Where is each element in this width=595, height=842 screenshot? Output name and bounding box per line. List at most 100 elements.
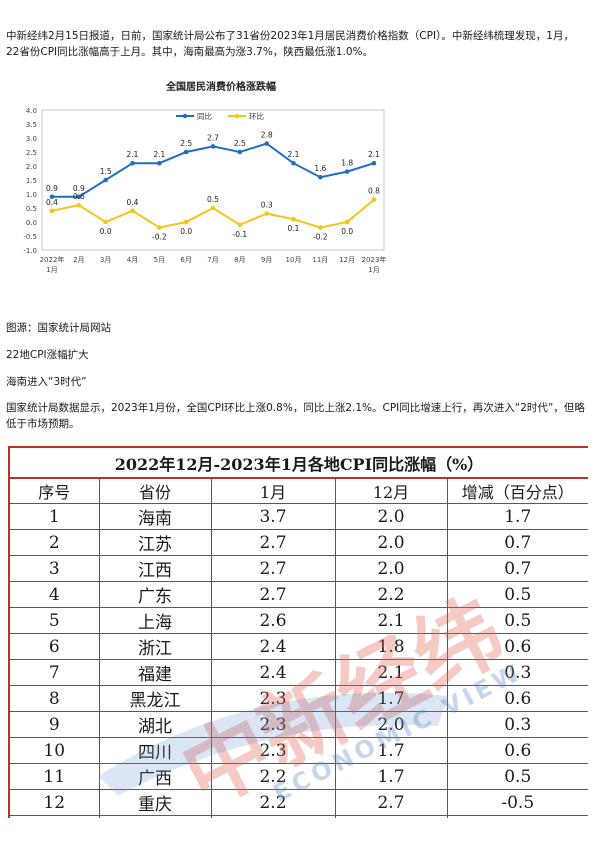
table-cell: 2.7 xyxy=(210,581,336,608)
table-row: 6 浙江 2.4 1.8 0.6 xyxy=(8,633,588,660)
table-row: 11 广西 2.2 1.7 0.5 xyxy=(8,763,588,790)
data-label: 1.6 xyxy=(314,164,326,173)
data-point xyxy=(49,208,55,214)
chart-legend: 同比 环比 xyxy=(176,111,264,121)
data-point xyxy=(210,205,216,211)
table-cell: 6 xyxy=(8,633,100,660)
data-point xyxy=(157,160,162,166)
table-cell: 2.2 xyxy=(210,815,336,818)
table-cell: 2.1 xyxy=(334,607,448,634)
table-cell: 0.3 xyxy=(446,659,588,686)
plot-frame xyxy=(41,109,385,251)
table-cell: 7 xyxy=(8,659,100,686)
data-label: 0.3 xyxy=(261,201,273,210)
data-label: 1.5 xyxy=(100,167,112,176)
x-tick-label: 9月 xyxy=(261,256,272,264)
legend-marker xyxy=(234,113,240,119)
section-heading-2: 海南进入“3时代” xyxy=(6,376,87,388)
table-cell: 广东 xyxy=(98,581,212,608)
table-cell: 2.3 xyxy=(210,737,336,764)
table-cell: 0.5 xyxy=(446,581,588,608)
table-header-cell: 序号 xyxy=(8,477,100,504)
section-heading-1: 22地CPI涨幅扩大 xyxy=(6,349,89,361)
table-cell: 2.6 xyxy=(210,607,336,634)
data-point xyxy=(103,219,108,225)
table-cell: 上海 xyxy=(98,607,212,634)
data-label: 0.6 xyxy=(73,192,85,201)
data-label: -0.2 xyxy=(152,233,167,242)
table-cell: 2.2 xyxy=(210,789,336,816)
data-point xyxy=(130,160,135,166)
table-cell: 3 xyxy=(8,555,100,582)
data-label: 0.9 xyxy=(73,184,85,193)
table-cell: 0.5 xyxy=(446,763,588,790)
data-point xyxy=(76,194,82,200)
table-header-cell: 1月 xyxy=(210,477,336,504)
table-cell: 0.6 xyxy=(446,685,588,712)
table-cell: 1.7 xyxy=(334,737,448,764)
table-cell: 浙江 xyxy=(98,633,212,660)
x-tick-label: 12月 xyxy=(339,256,355,264)
x-tick-label: 2月 xyxy=(73,256,84,264)
table-body: 1 海南 3.7 2.0 1.7 2 江苏 2.7 2.0 0.7 3 江西 2.7 2.0 0.7 4 广东 2… xyxy=(8,503,588,818)
table-cell: 甘肃 xyxy=(98,815,212,818)
table-cell: 0.7 xyxy=(446,529,588,556)
x-tick-label: 7月 xyxy=(207,256,218,264)
data-point xyxy=(291,160,296,166)
data-point xyxy=(371,197,377,202)
x-tick-label: 11月 xyxy=(312,256,328,264)
data-point xyxy=(49,194,55,200)
table-cell: 5 xyxy=(8,607,100,634)
x-tick-label: 5月 xyxy=(154,256,165,264)
data-label: 2.1 xyxy=(127,150,139,159)
table-cell: 2.3 xyxy=(210,711,336,738)
data-point xyxy=(103,177,108,183)
table-cell: 1.7 xyxy=(446,503,588,530)
table-cell: 江苏 xyxy=(98,529,212,556)
x-tick-label: 3月 xyxy=(100,256,111,264)
y-tick-label: 4.0 xyxy=(26,107,37,115)
data-label: 2.8 xyxy=(261,131,273,140)
table-cell: 0.7 xyxy=(446,555,588,582)
table-cell: 2.0 xyxy=(334,711,448,738)
data-label: 2.7 xyxy=(207,133,219,142)
table-cell: 2.4 xyxy=(210,659,336,686)
table-cell: 0.6 xyxy=(446,737,588,764)
y-tick-label: -1.0 xyxy=(23,247,37,255)
y-axis: 4.0 3.5 3.0 2.5 2.0 1.5 1.0 0.5 0.0 -0.5 -1.0 xyxy=(23,107,385,255)
table-cell: 海南 xyxy=(98,503,212,530)
table-row: 8 黑龙江 2.3 1.7 0.6 xyxy=(8,685,588,712)
table-row: 3 江西 2.7 2.0 0.7 xyxy=(8,555,588,582)
table-cell: 2.4 xyxy=(210,633,336,660)
data-label: 2.1 xyxy=(368,150,380,159)
data-point xyxy=(371,160,377,166)
data-label: -0.1 xyxy=(233,230,248,239)
table-cell: 广西 xyxy=(98,763,212,790)
table-cell: 1 xyxy=(8,503,100,530)
table-row: 7 福建 2.4 2.1 0.3 xyxy=(8,659,588,686)
table-cell: 重庆 xyxy=(98,789,212,816)
data-label: 0.5 xyxy=(207,195,219,204)
data-point xyxy=(237,149,243,155)
data-label: 2.1 xyxy=(153,150,165,159)
table-cell: 2.7 xyxy=(334,789,448,816)
data-point xyxy=(291,216,296,222)
table-cell: 0.3 xyxy=(446,815,588,818)
data-label: 0.9 xyxy=(46,184,58,193)
table-cell: 1.9 xyxy=(334,815,448,818)
table-row: 13甘肃2.21.90.3 xyxy=(8,815,588,818)
data-label: 0.1 xyxy=(288,224,300,233)
data-label: 2.1 xyxy=(288,150,300,159)
data-point xyxy=(183,149,189,155)
data-label: 0.0 xyxy=(341,227,353,236)
table-header-cell: 增减（百分点） xyxy=(446,477,588,504)
intro-paragraph: 中新经纬2月15日报道，日前，国家统计局公布了31省份2023年1月居民消费价格… xyxy=(6,30,574,58)
table-row: 9 湖北 2.3 2.0 0.3 xyxy=(8,711,588,738)
table-cell: 湖北 xyxy=(98,711,212,738)
table-row: 2 江苏 2.7 2.0 0.7 xyxy=(8,529,588,556)
table-cell: 0.5 xyxy=(446,607,588,634)
x-tick-label: 2023年 1月 xyxy=(362,255,387,274)
table-cell: 2.7 xyxy=(210,529,336,556)
table-row: 10 四川 2.3 1.7 0.6 xyxy=(8,737,588,764)
cpi-table-image: 2022年12月-2023年1月各地CPI同比涨幅（%） 序号 省份 1月 12月 增减… xyxy=(8,446,588,818)
